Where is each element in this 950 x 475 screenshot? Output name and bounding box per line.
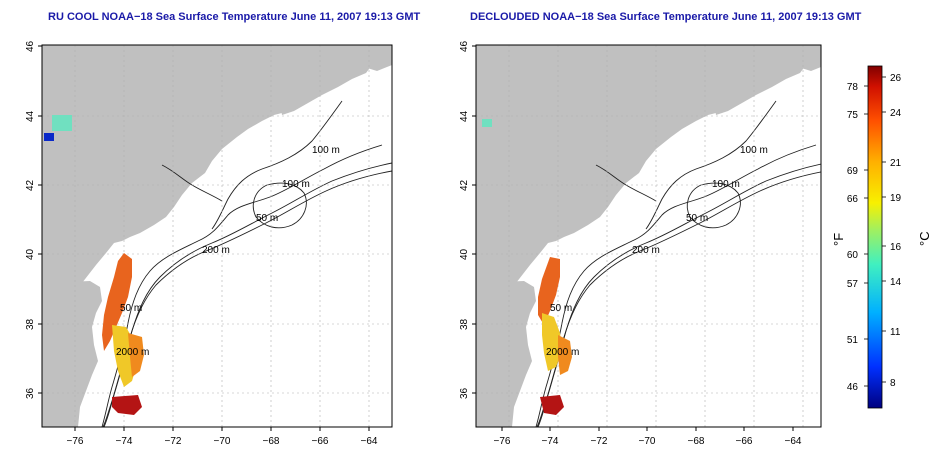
right-contour-label-2000m: 2000 m bbox=[546, 347, 579, 358]
right-lon-74: −74 bbox=[542, 436, 559, 447]
left-lon-72: −72 bbox=[165, 436, 182, 447]
right-lat-40: 40 bbox=[459, 248, 470, 260]
left-lat-38: 38 bbox=[25, 318, 36, 330]
colorbar-c-21: 21 bbox=[890, 158, 902, 169]
right-lat-44: 44 bbox=[459, 110, 470, 122]
right-lon-72: −72 bbox=[591, 436, 608, 447]
right-contour-label-50m-b: 50 m bbox=[550, 303, 572, 314]
colorbar-c-19: 19 bbox=[890, 193, 902, 204]
sst-patch-mid bbox=[542, 313, 562, 371]
left-lon-66: −66 bbox=[312, 436, 329, 447]
left-map-title: RU COOL NOAA−18 Sea Surface Temperature … bbox=[48, 11, 421, 23]
left-lon-64: −64 bbox=[361, 436, 378, 447]
right-contour-label-200m: 200 m bbox=[632, 245, 660, 256]
colorbar-f-66: 66 bbox=[847, 194, 859, 205]
left-lat-42: 42 bbox=[25, 179, 36, 191]
colorbar-c-8: 8 bbox=[890, 378, 896, 389]
right-lon-66: −66 bbox=[736, 436, 753, 447]
left-lat-44: 44 bbox=[25, 110, 36, 122]
left-lat-ticks: 36 38 40 42 44 46 bbox=[25, 40, 42, 399]
left-lon-70: −70 bbox=[214, 436, 231, 447]
left-contour-label-200m: 200 m bbox=[202, 245, 230, 256]
left-contour-label-50m-b: 50 m bbox=[120, 303, 142, 314]
right-lon-64: −64 bbox=[785, 436, 802, 447]
colorbar-f-51: 51 bbox=[847, 335, 859, 346]
colorbar: 78 75 69 66 60 57 51 46 26 24 21 19 16 1… bbox=[831, 65, 932, 409]
sst-patch-hot bbox=[540, 395, 564, 415]
right-lon-68: −68 bbox=[688, 436, 705, 447]
right-map: 100 m 100 m 50 m 200 m 50 m 2000 m 36 bbox=[459, 40, 822, 447]
sst-patch-warm bbox=[102, 253, 132, 351]
right-lat-42: 42 bbox=[459, 179, 470, 191]
left-lat-46: 46 bbox=[25, 40, 36, 52]
colorbar-c-14: 14 bbox=[890, 277, 902, 288]
left-lat-40: 40 bbox=[25, 248, 36, 260]
colorbar-f-78: 78 bbox=[847, 82, 859, 93]
right-contour-label-100m-b: 100 m bbox=[712, 179, 740, 190]
sst-patch-hot bbox=[112, 395, 142, 415]
sst-patch-orange bbox=[128, 333, 144, 377]
left-lon-76: −76 bbox=[67, 436, 84, 447]
left-contour-label-2000m: 2000 m bbox=[116, 347, 149, 358]
colorbar-c-26: 26 bbox=[890, 73, 902, 84]
right-lat-46: 46 bbox=[459, 40, 470, 52]
colorbar-f-75: 75 bbox=[847, 110, 859, 121]
right-contour-label-100m-a: 100 m bbox=[740, 145, 768, 156]
right-lat-38: 38 bbox=[459, 318, 470, 330]
left-contour-label-50m-a: 50 m bbox=[256, 213, 278, 224]
sst-patch-orange bbox=[558, 335, 572, 375]
right-lat-ticks: 36 38 40 42 44 46 bbox=[459, 40, 476, 399]
colorbar-f-69: 69 bbox=[847, 166, 859, 177]
sst-patch-cool bbox=[52, 115, 72, 131]
colorbar-c-11: 11 bbox=[890, 327, 901, 338]
sst-patch-cold bbox=[44, 133, 54, 141]
colorbar-gradient bbox=[867, 65, 883, 409]
right-lon-76: −76 bbox=[494, 436, 511, 447]
right-lon-ticks: −76 −74 −72 −70 −68 −66 −64 bbox=[494, 427, 802, 447]
right-lat-36: 36 bbox=[459, 387, 470, 399]
colorbar-celsius-label: °C bbox=[917, 231, 932, 246]
colorbar-c-24: 24 bbox=[890, 108, 902, 119]
right-contour-label-50m-a: 50 m bbox=[686, 213, 708, 224]
left-contour-label-100m-a: 100 m bbox=[312, 145, 340, 156]
colorbar-f-46: 46 bbox=[847, 382, 859, 393]
colorbar-f-60: 60 bbox=[847, 250, 859, 261]
left-contour-label-100m-b: 100 m bbox=[282, 179, 310, 190]
sst-patch-cool bbox=[482, 119, 492, 127]
left-map: 100 m 100 m 50 m 200 m 50 m 2000 m 36 bbox=[25, 40, 393, 447]
left-lon-74: −74 bbox=[116, 436, 133, 447]
colorbar-f-57: 57 bbox=[847, 279, 859, 290]
colorbar-fahrenheit-label: °F bbox=[831, 233, 846, 246]
colorbar-c-16: 16 bbox=[890, 242, 902, 253]
left-lon-ticks: −76 −74 −72 −70 −68 −66 −64 bbox=[67, 427, 378, 447]
left-lon-68: −68 bbox=[263, 436, 280, 447]
right-map-title: DECLOUDED NOAA−18 Sea Surface Temperatur… bbox=[470, 11, 862, 23]
right-lon-70: −70 bbox=[639, 436, 656, 447]
left-lat-36: 36 bbox=[25, 387, 36, 399]
sst-patch-warm bbox=[538, 257, 560, 325]
